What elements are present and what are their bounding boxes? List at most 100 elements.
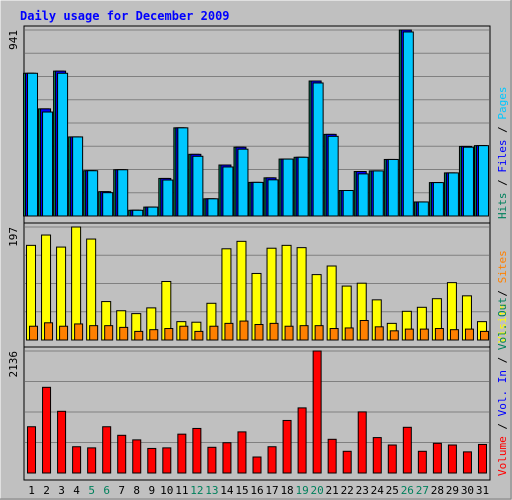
x-tick-label: 3: [58, 484, 65, 497]
x-tick-label: 17: [265, 484, 278, 497]
x-axis-labels: 1 2 3 4 5 6 7 8 9 10 11 12 13 14 15 16 17 18 19 20 21 22 23 24 2…: [28, 484, 489, 497]
bar-sites: [89, 325, 99, 341]
x-tick-label: 1: [28, 484, 35, 497]
bar-volume: [312, 350, 322, 474]
bar-pages: [357, 173, 369, 217]
bar-sites: [74, 323, 84, 341]
legend-item: Pages: [496, 87, 509, 120]
x-tick-label: 13: [205, 484, 218, 497]
x-tick-label: 8: [133, 484, 140, 497]
panel-visitors-max-label: 197: [7, 227, 20, 247]
x-tick-label: 14: [220, 484, 234, 497]
x-tick-label: 28: [431, 484, 444, 497]
legend-separator: /: [496, 416, 509, 436]
x-tick-label: 29: [446, 484, 459, 497]
panel-visitors-legend: Visits / Sites: [496, 250, 509, 343]
x-tick-label: 30: [461, 484, 474, 497]
bar-pages: [342, 190, 354, 217]
panel-volume-legend: Volume / Vol. In / Vol. Out: [496, 297, 509, 476]
x-tick-label: 18: [280, 484, 293, 497]
x-tick-label: 23: [356, 484, 369, 497]
x-tick-label: 2: [43, 484, 50, 497]
bar-volume: [342, 450, 352, 474]
bar-sites: [299, 325, 309, 341]
x-tick-label: 19: [295, 484, 308, 497]
bar-volume: [357, 411, 367, 474]
bar-volume: [297, 407, 307, 474]
bar-volume: [207, 446, 217, 474]
bar-sites: [344, 327, 354, 341]
panel-volume: 2136 Volume / Vol. In / Vol. Out: [7, 297, 509, 481]
x-tick-label: 15: [235, 484, 248, 497]
bar-sites: [254, 324, 264, 341]
bar-sites: [434, 328, 444, 341]
bar-pages: [402, 31, 414, 217]
bar-sites: [419, 328, 429, 341]
legend-separator: /: [496, 350, 509, 370]
bar-pages: [417, 201, 429, 217]
bar-volume: [117, 434, 127, 474]
bar-pages: [252, 181, 264, 217]
x-tick-label: 25: [386, 484, 399, 497]
bar-pages: [72, 136, 84, 217]
x-tick-label: 12: [190, 484, 203, 497]
x-tick-label: 11: [175, 484, 188, 497]
bar-volume: [162, 447, 172, 474]
bar-pages: [162, 179, 174, 217]
bar-volume: [417, 450, 427, 474]
x-tick-label: 27: [416, 484, 429, 497]
bar-pages: [57, 72, 69, 217]
bar-pages: [132, 209, 144, 217]
bar-sites: [239, 320, 249, 341]
bar-sites: [59, 325, 69, 341]
bar-volume: [252, 456, 262, 474]
bar-sites: [44, 322, 54, 341]
bar-sites: [29, 325, 39, 341]
bar-sites: [224, 322, 234, 341]
bar-pages: [282, 158, 294, 217]
bar-sites: [209, 325, 219, 341]
panels-layer: 941 Hits / Files / Pages 197 Visits / Sites…: [7, 25, 509, 481]
bar-pages: [447, 172, 459, 217]
legend-item: Files: [496, 140, 509, 173]
bar-pages: [147, 206, 159, 217]
bar-volume: [447, 444, 457, 474]
panel-volume-max-label: 2136: [7, 351, 20, 378]
bar-volume: [462, 451, 472, 474]
legend-item: Vol. In: [496, 370, 509, 416]
bar-sites: [404, 328, 414, 341]
bar-volume: [402, 426, 412, 474]
legend-separator: /: [496, 120, 509, 140]
bar-sites: [389, 330, 399, 341]
bar-pages: [312, 82, 324, 217]
bar-pages: [192, 155, 204, 217]
bar-sites: [449, 329, 459, 341]
bar-volume: [237, 431, 247, 474]
bar-sites: [194, 330, 204, 341]
x-tick-label: 21: [326, 484, 339, 497]
bar-pages: [297, 156, 309, 217]
legend-item: Visits: [496, 303, 509, 343]
legend-item: Vol. Out: [496, 297, 509, 350]
panel-traffic: 941 Hits / Files / Pages: [7, 25, 509, 224]
bar-volume: [27, 426, 37, 474]
x-tick-label: 10: [160, 484, 173, 497]
legend-separator: /: [496, 283, 509, 303]
bar-sites: [284, 325, 294, 341]
x-tick-label: 26: [401, 484, 414, 497]
legend-item: Hits: [496, 193, 509, 220]
x-tick-label: 22: [341, 484, 354, 497]
x-tick-label: 9: [148, 484, 155, 497]
bar-pages: [432, 182, 444, 217]
bar-pages: [27, 72, 39, 217]
bar-sites: [164, 328, 174, 341]
bar-pages: [87, 170, 99, 217]
bar-pages: [177, 127, 189, 217]
x-tick-label: 31: [476, 484, 489, 497]
bar-sites: [479, 330, 489, 341]
bar-visits: [71, 226, 82, 341]
bar-volume: [177, 433, 187, 474]
x-tick-label: 5: [88, 484, 95, 497]
